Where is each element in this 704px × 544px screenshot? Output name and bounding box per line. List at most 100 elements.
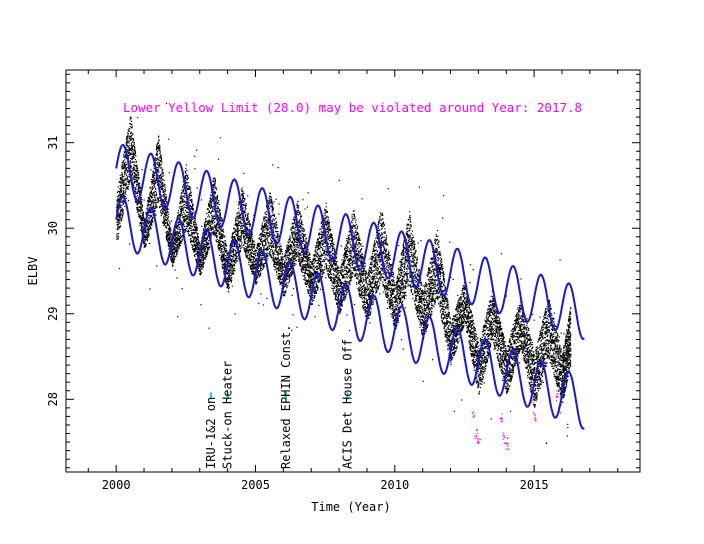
data-point (171, 252, 173, 254)
data-point (232, 232, 234, 234)
data-point (236, 216, 238, 218)
data-point (185, 205, 187, 207)
data-point (247, 251, 250, 253)
data-point (191, 201, 193, 203)
data-point (277, 267, 280, 269)
data-point (126, 138, 128, 140)
data-point (172, 257, 174, 259)
data-point (244, 207, 246, 209)
data-point (205, 240, 207, 242)
data-point (186, 178, 188, 180)
data-point (198, 267, 200, 270)
data-point (126, 187, 128, 189)
data-point (180, 236, 182, 238)
data-point (251, 246, 253, 248)
data-point (262, 259, 264, 261)
data-point (228, 279, 230, 281)
data-point (186, 169, 188, 171)
data-point (176, 231, 179, 233)
data-point (218, 247, 220, 249)
data-point (235, 251, 237, 253)
data-point (223, 248, 226, 250)
data-point (184, 219, 187, 221)
data-point (146, 237, 148, 239)
data-point (141, 209, 143, 212)
data-point (236, 240, 238, 242)
data-point (276, 274, 278, 276)
data-point (237, 260, 239, 262)
data-point (211, 201, 213, 203)
data-point (137, 195, 139, 197)
data-point (163, 201, 165, 203)
data-point (164, 218, 166, 220)
data-point (117, 204, 119, 206)
data-point (248, 239, 250, 241)
data-point (137, 183, 139, 185)
data-point (161, 183, 163, 185)
data-point (136, 174, 138, 177)
data-point (173, 255, 175, 257)
data-point (203, 262, 205, 264)
data-point (151, 222, 153, 224)
data-point (137, 181, 139, 184)
data-point (164, 191, 166, 193)
data-point (175, 244, 177, 246)
data-point (271, 251, 273, 253)
data-point (188, 198, 190, 200)
data-point (260, 240, 262, 242)
data-point (191, 240, 193, 242)
data-point (203, 238, 205, 240)
data-point (152, 192, 154, 194)
data-point (140, 216, 142, 218)
data-point (221, 234, 223, 236)
data-point (216, 194, 219, 197)
data-point (265, 236, 267, 238)
data-point (225, 264, 227, 266)
data-point (175, 232, 177, 234)
data-point (246, 251, 248, 253)
data-point (208, 327, 210, 329)
data-point (167, 222, 169, 225)
data-point (185, 217, 187, 219)
data-point (224, 278, 226, 280)
data-point (169, 239, 171, 241)
data-point (158, 148, 161, 150)
data-point (249, 244, 251, 246)
data-point (119, 211, 122, 213)
data-point (176, 240, 178, 242)
data-point (258, 302, 260, 305)
data-point (199, 266, 201, 268)
data-point (236, 257, 238, 259)
data-point (269, 234, 271, 236)
data-point (165, 196, 167, 198)
data-point (182, 186, 184, 188)
data-point (219, 237, 221, 239)
data-point (185, 167, 187, 169)
data-point (171, 250, 173, 252)
data-point (190, 237, 192, 240)
data-point (127, 133, 129, 135)
data-point (197, 244, 199, 246)
data-point (246, 246, 248, 248)
data-point (132, 149, 134, 151)
data-point (146, 207, 148, 209)
data-point (159, 156, 161, 158)
data-point (183, 228, 185, 231)
data-point (270, 216, 272, 218)
data-point (248, 229, 250, 231)
data-point (229, 277, 231, 279)
data-point (218, 248, 220, 250)
data-point (221, 254, 223, 256)
data-point (169, 244, 171, 246)
data-point (201, 264, 203, 266)
data-point (224, 268, 226, 270)
data-point (124, 185, 126, 187)
data-point (167, 216, 170, 218)
data-point (156, 146, 158, 149)
data-point (203, 244, 205, 246)
data-point (199, 264, 201, 267)
data-point (162, 216, 165, 219)
data-point (161, 180, 163, 182)
data-point (146, 231, 148, 233)
data-point (192, 249, 195, 251)
